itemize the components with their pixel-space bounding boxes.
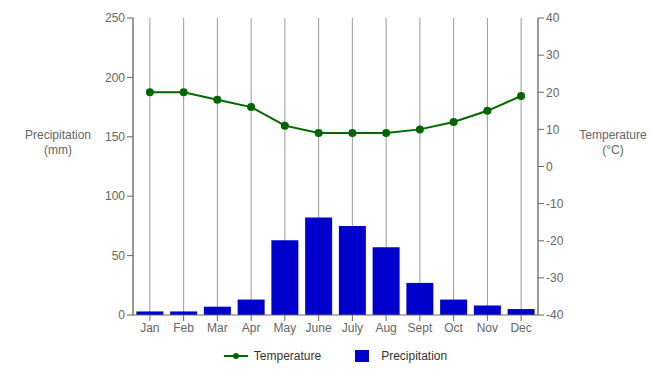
svg-text:0: 0 <box>546 160 553 174</box>
svg-text:150: 150 <box>105 130 125 144</box>
svg-text:10: 10 <box>546 123 560 137</box>
html-text:(mm): (mm) <box>44 143 72 157</box>
html-text:(°C): (°C) <box>602 143 624 157</box>
svg-text:30: 30 <box>546 48 560 62</box>
svg-text:Oct: Oct <box>444 321 463 335</box>
html-text:Precipitation: Precipitation <box>381 349 448 363</box>
html-text:Temperature: Temperature <box>253 349 322 363</box>
svg-text:100: 100 <box>105 189 125 203</box>
svg-text:40: 40 <box>546 11 560 25</box>
html-text:Temperature: Temperature <box>579 128 647 142</box>
svg-text:Apr: Apr <box>242 321 261 335</box>
svg-text:Feb: Feb <box>173 321 194 335</box>
svg-text:-30: -30 <box>546 271 564 285</box>
svg-text:May: May <box>274 321 297 335</box>
svg-text:250: 250 <box>105 11 125 25</box>
svg-text:Nov: Nov <box>477 321 498 335</box>
svg-text:July: July <box>342 321 363 335</box>
svg-text:Aug: Aug <box>375 321 396 335</box>
svg-text:-20: -20 <box>546 234 564 248</box>
svg-text:June: June <box>306 321 332 335</box>
svg-text:20: 20 <box>546 86 560 100</box>
html-text:Precipitation: Precipitation <box>25 128 91 142</box>
svg-text:-10: -10 <box>546 197 564 211</box>
svg-text:Jan: Jan <box>140 321 159 335</box>
svg-text:-40: -40 <box>546 308 564 322</box>
svg-text:50: 50 <box>112 249 126 263</box>
svg-text:Sept: Sept <box>408 321 433 335</box>
svg-text:Dec: Dec <box>510 321 531 335</box>
svg-text:0: 0 <box>118 308 125 322</box>
svg-text:Mar: Mar <box>207 321 228 335</box>
svg-text:200: 200 <box>105 71 125 85</box>
